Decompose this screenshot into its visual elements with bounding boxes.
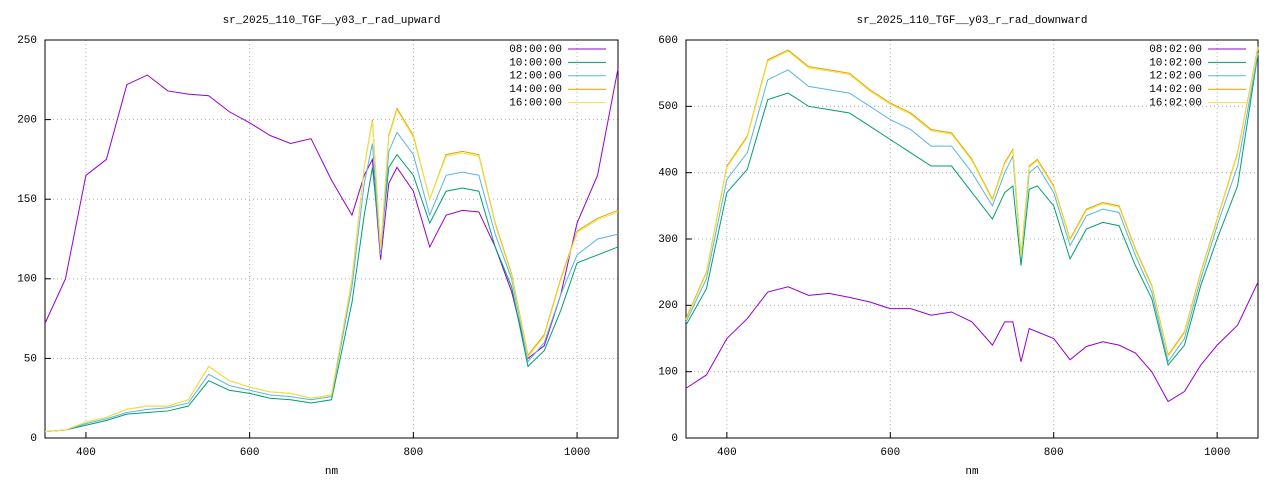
legend-label: 08:00:00: [509, 44, 562, 56]
x-tick-label: 400: [717, 447, 737, 459]
x-tick-label: 800: [403, 447, 423, 459]
y-tick-label: 100: [658, 367, 678, 379]
legend-label: 14:02:00: [1149, 84, 1202, 96]
legend-label: 16:02:00: [1149, 98, 1202, 110]
legend-label: 10:02:00: [1149, 57, 1202, 69]
legend-label: 12:02:00: [1149, 71, 1202, 83]
x-tick-label: 800: [1044, 447, 1064, 459]
legend-label: 16:00:00: [509, 98, 562, 110]
y-tick-label: 200: [17, 115, 37, 127]
series-line: [44, 153, 619, 433]
x-tick-label: 600: [880, 447, 900, 459]
y-tick-label: 200: [658, 300, 678, 312]
plot-frame: [685, 39, 1259, 439]
x-tick-label: 1000: [1204, 447, 1230, 459]
y-tick-label: 150: [17, 194, 37, 206]
x-axis-label: nm: [325, 466, 339, 478]
y-tick-label: 300: [658, 234, 678, 246]
y-tick-label: 0: [30, 433, 37, 445]
x-tick-label: 400: [76, 447, 96, 459]
y-tick-label: 0: [671, 433, 678, 445]
series-line: [44, 131, 619, 433]
series-line: [685, 53, 1259, 363]
x-tick-label: 1000: [564, 447, 590, 459]
series-line: [44, 108, 619, 433]
y-tick-label: 50: [24, 353, 37, 365]
y-tick-label: 600: [658, 35, 678, 47]
series-line: [685, 47, 1259, 358]
x-axis-label: nm: [965, 466, 979, 478]
plot-frame: [44, 39, 619, 439]
chart-title: sr_2025_110_TGF__y03_r_rad_downward: [856, 15, 1087, 27]
legend-label: 10:00:00: [509, 57, 562, 69]
series-line: [44, 107, 619, 433]
legend-label: 12:00:00: [509, 71, 562, 83]
y-tick-label: 100: [17, 274, 37, 286]
chart-title: sr_2025_110_TGF__y03_r_rad_upward: [223, 15, 441, 27]
x-tick-label: 600: [240, 447, 260, 459]
y-tick-label: 250: [17, 35, 37, 47]
series-line: [685, 281, 1259, 403]
series-line: [685, 53, 1259, 367]
series-line: [44, 68, 619, 360]
legend-label: 08:02:00: [1149, 44, 1202, 56]
y-tick-label: 400: [658, 168, 678, 180]
y-tick-label: 500: [658, 101, 678, 113]
legend-label: 14:00:00: [509, 84, 562, 96]
